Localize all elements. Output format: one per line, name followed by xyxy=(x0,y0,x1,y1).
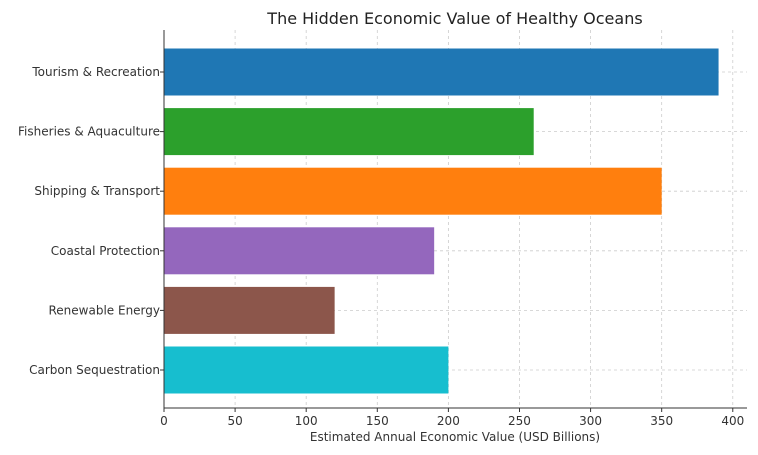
y-tick-label: Renewable Energy xyxy=(49,303,161,317)
chart-title: The Hidden Economic Value of Healthy Oce… xyxy=(266,9,642,28)
x-tick-label: 350 xyxy=(650,414,673,428)
x-tick-label: 0 xyxy=(160,414,168,428)
ticks: 0 50 100 150 200 250 300 350 400 Tourism & Recrea… xyxy=(18,65,744,428)
x-axis-label: Estimated Annual Economic Value (USD Bil… xyxy=(310,430,600,444)
bar xyxy=(164,227,435,275)
y-tick-label: Fisheries & Aquaculture xyxy=(18,125,160,139)
x-tick-label: 50 xyxy=(227,414,242,428)
bar xyxy=(164,346,449,394)
y-tick-label: Coastal Protection xyxy=(51,244,160,258)
y-tick-label: Tourism & Recreation xyxy=(31,65,160,79)
y-tick-label: Carbon Sequestration xyxy=(29,363,160,377)
y-tick-label: Shipping & Transport xyxy=(34,184,160,198)
x-tick-label: 250 xyxy=(508,414,531,428)
bar xyxy=(164,167,662,215)
x-tick-label: 150 xyxy=(366,414,389,428)
x-tick-label: 400 xyxy=(721,414,744,428)
x-tick-label: 100 xyxy=(295,414,318,428)
axes xyxy=(163,30,747,409)
bar xyxy=(164,286,335,334)
x-tick-label: 200 xyxy=(437,414,460,428)
bars xyxy=(164,48,719,394)
bar xyxy=(164,48,719,96)
bar xyxy=(164,108,534,156)
x-tick-label: 300 xyxy=(579,414,602,428)
